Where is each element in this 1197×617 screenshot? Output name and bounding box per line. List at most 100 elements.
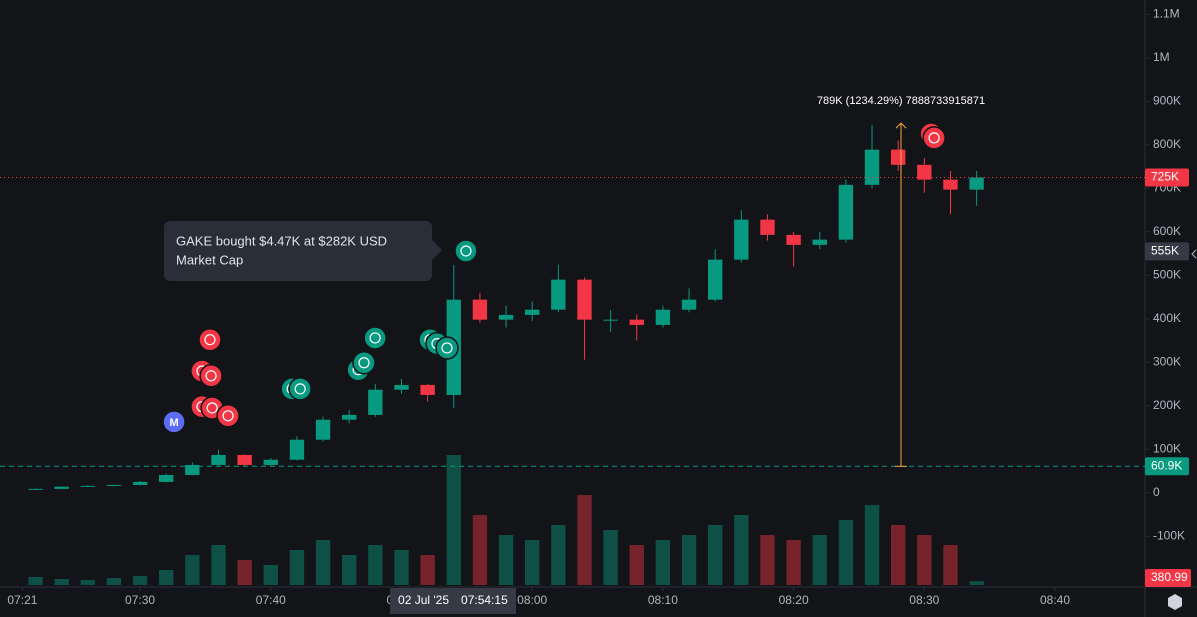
volume-bar bbox=[864, 505, 880, 585]
trade-marker[interactable] bbox=[454, 239, 478, 263]
candle-body bbox=[525, 309, 540, 315]
candle-body bbox=[263, 459, 278, 465]
trade-marker[interactable] bbox=[288, 377, 312, 401]
volume-bar bbox=[211, 545, 226, 585]
crosshair-label-box bbox=[390, 588, 517, 614]
candle-body bbox=[890, 149, 906, 165]
tooltip: GAKE bought $4.47K at $282K USD Market Ca… bbox=[164, 221, 442, 281]
x-tick-label: 07:21 bbox=[7, 593, 37, 607]
volume-bar bbox=[525, 540, 540, 585]
measure-arrow bbox=[895, 122, 907, 129]
x-tick-label: 07:40 bbox=[256, 593, 286, 607]
price-badge bbox=[1145, 457, 1189, 476]
candle-body bbox=[629, 319, 644, 325]
volume-bar bbox=[132, 576, 148, 585]
trade-marker[interactable] bbox=[199, 364, 223, 388]
volume-bar bbox=[890, 525, 906, 585]
volume-bar bbox=[289, 550, 305, 585]
y-tick-label: 200K bbox=[1153, 398, 1181, 412]
candle-body bbox=[28, 488, 43, 490]
volume-bar bbox=[394, 550, 409, 585]
measure-label: 789K (1234.29%) 7888733915871 bbox=[817, 95, 985, 107]
volume-bar bbox=[969, 581, 984, 585]
trade-marker[interactable] bbox=[216, 404, 240, 428]
y-tick-label: 800K bbox=[1153, 137, 1181, 151]
volume-bar bbox=[760, 535, 775, 585]
candle-body bbox=[655, 309, 671, 325]
price-badge bbox=[1145, 242, 1189, 261]
volume-bar bbox=[812, 535, 827, 585]
settings-icon[interactable] bbox=[1168, 594, 1182, 610]
x-tick-label: 08:20 bbox=[779, 593, 809, 607]
y-tick-label: 600K bbox=[1153, 224, 1181, 238]
trade-marker[interactable] bbox=[352, 350, 376, 375]
trade-marker[interactable] bbox=[435, 336, 459, 360]
price-badge-label: 60.9K bbox=[1151, 458, 1182, 472]
trade-marker[interactable] bbox=[363, 326, 387, 350]
candle-body bbox=[342, 414, 357, 420]
candle-body bbox=[368, 389, 383, 415]
trade-marker-icon bbox=[206, 402, 218, 414]
trade-marker[interactable] bbox=[162, 410, 186, 434]
volume-bar bbox=[603, 530, 618, 585]
crosshair-time: 07:54:15 bbox=[461, 593, 508, 607]
volume-bar bbox=[106, 578, 122, 585]
volume-bar bbox=[838, 520, 854, 585]
trade-marker-label: M bbox=[169, 417, 178, 429]
price-badge bbox=[1145, 168, 1189, 187]
candle-body bbox=[708, 259, 723, 300]
tooltip-pointer bbox=[432, 240, 442, 260]
tooltip-text: GAKE bought $4.47K at $282K USD bbox=[176, 233, 387, 248]
volume-bar bbox=[917, 535, 932, 585]
volume-bar bbox=[577, 495, 592, 585]
volume-bar bbox=[368, 545, 383, 585]
candle-body bbox=[917, 164, 932, 180]
x-tick-label: 08:10 bbox=[648, 593, 678, 607]
trade-marker[interactable] bbox=[922, 126, 946, 150]
volume-bar bbox=[185, 555, 200, 585]
candle-body bbox=[498, 314, 514, 320]
trade-marker-icon bbox=[205, 370, 217, 382]
volume-bar bbox=[80, 580, 95, 585]
candle-body bbox=[394, 384, 409, 390]
y-tick-label: 500K bbox=[1153, 267, 1181, 281]
price-badge-label: 555K bbox=[1151, 244, 1179, 258]
volume-bar bbox=[315, 540, 331, 585]
y-tick-label: 400K bbox=[1153, 311, 1181, 325]
trade-marker-icon bbox=[204, 334, 216, 346]
volume-bar bbox=[498, 535, 514, 585]
trade-marker-icon bbox=[358, 357, 370, 369]
y-tick-label: -100K bbox=[1153, 528, 1185, 542]
trade-marker-icon bbox=[928, 132, 940, 144]
trade-marker[interactable] bbox=[198, 327, 222, 352]
candle-body bbox=[577, 279, 592, 320]
candle-body bbox=[185, 464, 200, 475]
trade-marker-icon bbox=[222, 410, 234, 422]
tooltip-box bbox=[164, 221, 432, 281]
candle-body bbox=[734, 219, 749, 260]
trade-marker-icon bbox=[441, 342, 453, 354]
volume-bar bbox=[708, 525, 723, 585]
candle-body bbox=[289, 439, 305, 460]
collapse-arrow[interactable] bbox=[1191, 249, 1197, 259]
candle-body bbox=[760, 219, 775, 235]
candle-body bbox=[838, 184, 854, 240]
x-tick-label: 08:40 bbox=[1040, 593, 1070, 607]
y-tick-label: 1M bbox=[1153, 50, 1170, 64]
x-tick-label: 07:30 bbox=[125, 593, 155, 607]
candle-body bbox=[472, 299, 488, 320]
candle-body bbox=[106, 484, 122, 486]
y-tick-label: 1.1M bbox=[1153, 7, 1180, 21]
volume-bar bbox=[28, 577, 43, 585]
candle-body bbox=[54, 486, 69, 489]
candle-body bbox=[420, 384, 435, 395]
volume-bar bbox=[629, 545, 644, 585]
candle-body bbox=[864, 149, 880, 185]
candle-body bbox=[681, 299, 697, 310]
volume-bar bbox=[446, 455, 461, 585]
volume-bar bbox=[681, 535, 697, 585]
volume-bar bbox=[472, 515, 488, 585]
y-tick-label: 300K bbox=[1153, 354, 1181, 368]
